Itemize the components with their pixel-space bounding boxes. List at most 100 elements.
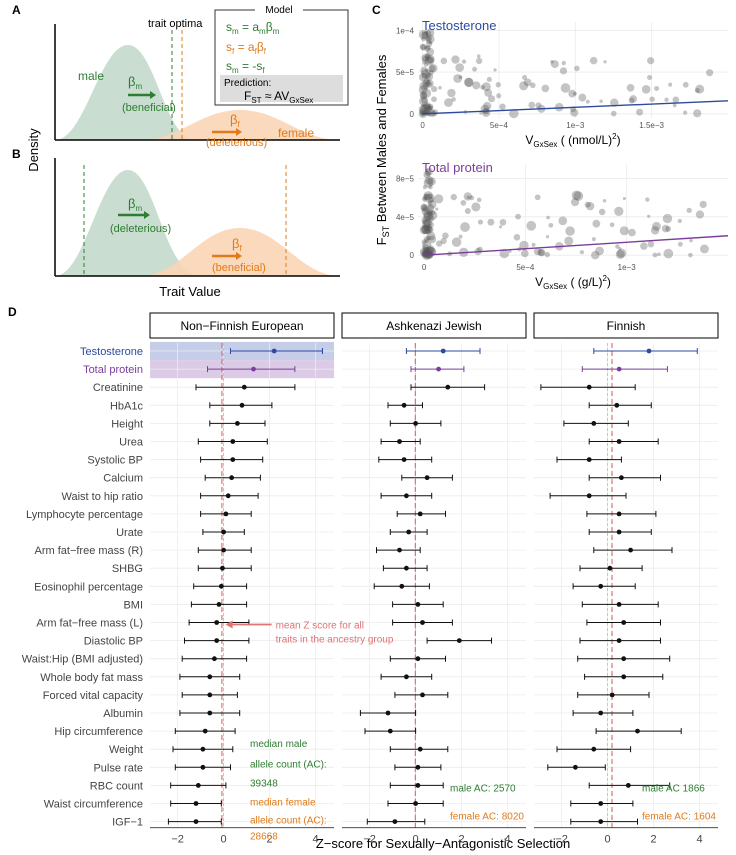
model-sf-equation: sf = afβf bbox=[226, 40, 267, 56]
scatter-point bbox=[423, 77, 430, 85]
scatter-point bbox=[513, 234, 521, 241]
scatter-point bbox=[421, 31, 428, 38]
scatter-point bbox=[421, 53, 430, 62]
estimate-point bbox=[635, 728, 640, 734]
trait-label: Arm fat−free mass (R) bbox=[35, 545, 144, 557]
scatter-point bbox=[544, 251, 551, 258]
scatter-point bbox=[423, 246, 429, 253]
estimate-point bbox=[625, 783, 631, 788]
estimate-point bbox=[218, 583, 224, 589]
estimate-point bbox=[401, 457, 407, 462]
scatter-point bbox=[579, 250, 585, 255]
scatter-point bbox=[418, 105, 429, 115]
scatter-point bbox=[418, 29, 429, 40]
scatter-point bbox=[419, 90, 428, 99]
scatter-point bbox=[425, 54, 435, 64]
estimate-point bbox=[195, 783, 201, 788]
scatter-point bbox=[423, 62, 429, 67]
female-ac-label-1: median female bbox=[250, 798, 316, 809]
scatter-point bbox=[499, 103, 506, 110]
scatter-point bbox=[591, 251, 600, 260]
scatter-x-label: VGxSex ( (g/L)2) bbox=[535, 274, 611, 291]
scatter-point bbox=[427, 223, 431, 227]
scatter-point bbox=[440, 237, 447, 245]
scatter-point bbox=[427, 81, 432, 87]
scatter-point bbox=[425, 30, 432, 37]
scatter-point bbox=[420, 43, 427, 51]
scatter-point bbox=[541, 84, 550, 93]
scatter-point bbox=[662, 213, 673, 224]
estimate-point bbox=[420, 620, 425, 625]
scatter-point bbox=[460, 222, 470, 232]
scatter-point bbox=[421, 88, 432, 98]
scatter-point bbox=[651, 221, 661, 231]
estimate-point bbox=[616, 439, 622, 444]
x-tick-label: 4 bbox=[505, 834, 511, 846]
scatter-point bbox=[421, 225, 431, 235]
scatter-point bbox=[695, 210, 705, 219]
scatter-point bbox=[427, 193, 433, 199]
scatter-point bbox=[426, 225, 432, 231]
scatter-point bbox=[548, 222, 554, 228]
forest-plot-panel: D Z−score for Sexually−Antagonistic Sele… bbox=[8, 305, 719, 851]
scatter-point bbox=[487, 218, 495, 226]
scatter-point bbox=[483, 101, 492, 111]
scatter-point bbox=[493, 68, 497, 72]
estimate-point bbox=[591, 746, 597, 752]
male-effect-a: (beneficial) bbox=[122, 102, 176, 114]
scatter-point bbox=[419, 81, 429, 91]
scatter-point bbox=[453, 74, 463, 83]
scatter-point bbox=[427, 199, 437, 209]
x-tick-label: 2 bbox=[459, 834, 465, 846]
male-ac-label: male AC 1866 bbox=[642, 783, 705, 794]
estimate-point bbox=[207, 674, 213, 680]
estimate-point bbox=[573, 764, 578, 770]
scatter-point bbox=[426, 48, 435, 56]
scatter-point bbox=[422, 205, 430, 213]
estimate-point bbox=[413, 801, 418, 806]
facet-2: Finnish −2 0 2 4 male AC 1866 female AC: 1604 bbox=[533, 312, 719, 846]
scatter-point bbox=[466, 195, 470, 200]
estimate-point bbox=[591, 421, 597, 426]
male-ac-label: male AC: 2570 bbox=[450, 783, 516, 794]
scatter-point bbox=[652, 252, 658, 258]
panel-label-d: D bbox=[8, 305, 17, 319]
x-tick-label: 0 bbox=[221, 834, 227, 846]
scatter-point bbox=[463, 77, 474, 87]
annotation-text-line-2: traits in the ancestry group bbox=[276, 635, 394, 646]
scatter-point bbox=[435, 240, 443, 247]
estimate-point bbox=[586, 493, 592, 499]
scatter-point bbox=[641, 85, 651, 94]
scatter-point bbox=[424, 54, 430, 59]
scatter-point bbox=[418, 85, 428, 95]
scatter-point bbox=[420, 66, 428, 75]
x-tick-label: −2 bbox=[171, 834, 184, 846]
y-tick-label: 1e−4 bbox=[396, 26, 415, 35]
x-tick-label: 5e−4 bbox=[490, 121, 509, 130]
scatter-point bbox=[626, 83, 635, 92]
scatter-point bbox=[546, 215, 550, 220]
scatter-point bbox=[451, 55, 460, 64]
estimate-point bbox=[445, 384, 451, 390]
estimate-point bbox=[397, 439, 402, 444]
male-distribution-a bbox=[55, 45, 195, 140]
scatter-point bbox=[420, 204, 428, 212]
model-sm-equation: sm = amβm bbox=[226, 20, 280, 36]
estimate-point bbox=[440, 348, 446, 354]
x-tick-label: −2 bbox=[555, 834, 568, 846]
male-effect-b: (deleterious) bbox=[110, 223, 171, 235]
scatter-point bbox=[419, 104, 430, 115]
scatter-point bbox=[694, 88, 700, 94]
trait-label: Total protein bbox=[83, 364, 143, 376]
scatter-point bbox=[537, 248, 545, 257]
scatter-point bbox=[426, 56, 434, 64]
estimate-point bbox=[598, 819, 604, 824]
scatter-point bbox=[683, 110, 688, 115]
scatter-point bbox=[423, 103, 432, 112]
scatter-point bbox=[426, 105, 432, 111]
scatter-point bbox=[647, 214, 651, 218]
estimate-point bbox=[621, 674, 627, 680]
scatter-point bbox=[426, 208, 433, 216]
scatter-point bbox=[693, 109, 702, 118]
scatter-point bbox=[426, 245, 435, 254]
